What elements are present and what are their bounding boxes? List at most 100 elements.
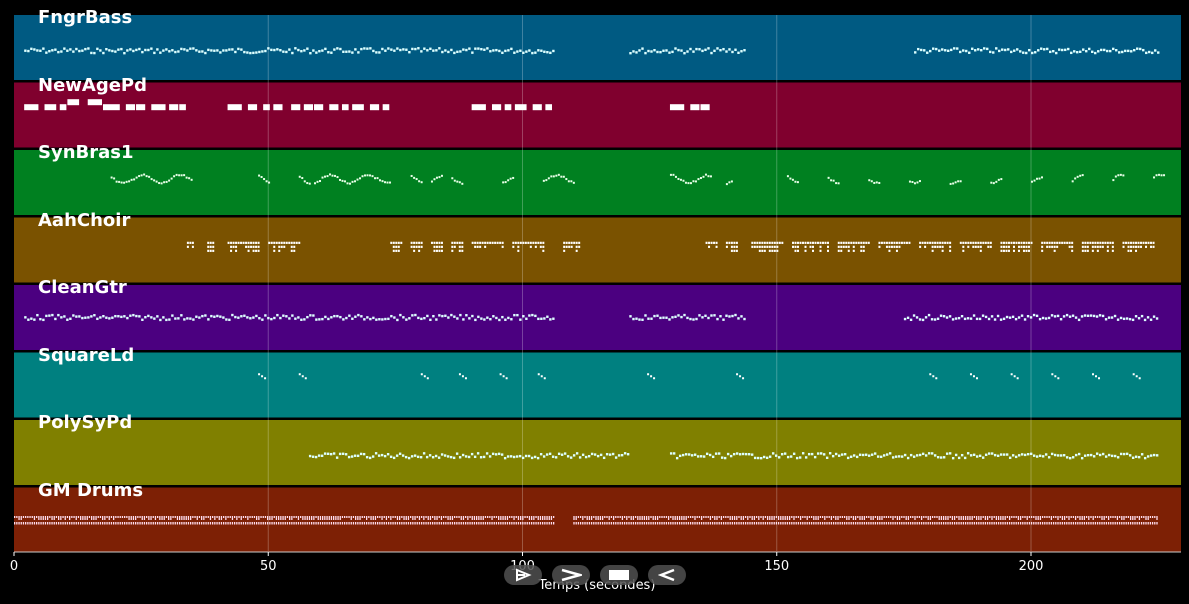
- note: [1086, 314, 1090, 317]
- note: [234, 522, 236, 525]
- note: [533, 455, 537, 459]
- note: [925, 516, 927, 518]
- note: [1023, 318, 1027, 321]
- note: [888, 241, 891, 244]
- rewind-button[interactable]: [648, 565, 686, 585]
- note: [694, 522, 696, 525]
- note: [842, 245, 845, 248]
- note: [445, 516, 447, 518]
- note: [737, 317, 740, 320]
- note: [678, 516, 681, 520]
- note: [997, 522, 1000, 525]
- note: [207, 48, 210, 52]
- note: [644, 51, 647, 55]
- note: [55, 522, 58, 525]
- note: [648, 516, 650, 520]
- note: [522, 522, 524, 525]
- note: [563, 452, 567, 455]
- note: [773, 241, 776, 244]
- track-lane-newagepd: [14, 82, 1181, 148]
- note: [471, 241, 474, 244]
- note: [771, 249, 774, 252]
- note: [1001, 48, 1004, 51]
- note: [140, 174, 143, 177]
- note: [413, 249, 416, 252]
- note: [354, 315, 357, 318]
- note: [247, 104, 258, 111]
- note: [1032, 313, 1036, 317]
- note: [903, 516, 905, 518]
- note: [1081, 522, 1083, 525]
- note: [501, 51, 504, 54]
- note: [861, 453, 865, 457]
- note: [1059, 516, 1061, 518]
- note: [438, 245, 441, 248]
- note: [482, 455, 486, 459]
- note: [678, 454, 682, 458]
- note: [680, 49, 683, 52]
- note: [22, 522, 25, 525]
- note: [912, 314, 916, 317]
- note: [602, 456, 606, 460]
- note: [552, 49, 555, 53]
- note: [1114, 175, 1117, 178]
- note: [713, 241, 716, 244]
- note: [36, 516, 38, 518]
- note: [308, 454, 312, 458]
- note: [397, 245, 400, 248]
- note: [381, 180, 384, 183]
- note: [1024, 516, 1026, 518]
- note: [709, 516, 712, 520]
- note: [1019, 516, 1022, 520]
- note: [1123, 522, 1125, 525]
- note: [1130, 245, 1133, 248]
- note: [1083, 522, 1086, 525]
- note: [1136, 516, 1138, 518]
- note: [1115, 49, 1118, 52]
- note: [366, 516, 368, 520]
- note: [278, 241, 281, 244]
- note: [363, 522, 366, 525]
- note: [87, 99, 102, 106]
- note: [532, 104, 542, 111]
- note: [900, 241, 903, 244]
- note: [604, 516, 606, 518]
- note: [826, 522, 828, 525]
- note: [293, 249, 296, 252]
- note: [314, 104, 324, 111]
- note: [491, 516, 493, 520]
- note: [859, 522, 861, 525]
- note: [954, 181, 957, 184]
- note: [581, 453, 585, 456]
- note: [1013, 49, 1016, 52]
- note: [543, 317, 546, 320]
- note: [703, 522, 705, 525]
- note: [506, 522, 509, 525]
- note: [832, 179, 835, 182]
- track-name: CleanGtr: [38, 277, 127, 298]
- note: [1035, 522, 1037, 525]
- note: [114, 50, 117, 53]
- note: [438, 241, 441, 244]
- note: [186, 317, 189, 320]
- note: [1048, 245, 1051, 248]
- note: [324, 516, 326, 520]
- note: [747, 522, 749, 525]
- stop-button[interactable]: [600, 565, 638, 585]
- note: [659, 316, 662, 320]
- note: [524, 522, 526, 525]
- note: [1092, 516, 1094, 520]
- note: [1083, 516, 1086, 520]
- note: [696, 455, 700, 458]
- note: [991, 522, 993, 525]
- play-button[interactable]: [504, 565, 542, 585]
- note: [270, 317, 273, 321]
- note: [878, 181, 881, 184]
- note: [344, 180, 347, 183]
- note: [354, 180, 357, 183]
- note: [275, 241, 278, 244]
- forward-button[interactable]: [552, 565, 590, 585]
- note: [975, 516, 978, 520]
- note: [940, 522, 943, 525]
- note: [728, 48, 731, 51]
